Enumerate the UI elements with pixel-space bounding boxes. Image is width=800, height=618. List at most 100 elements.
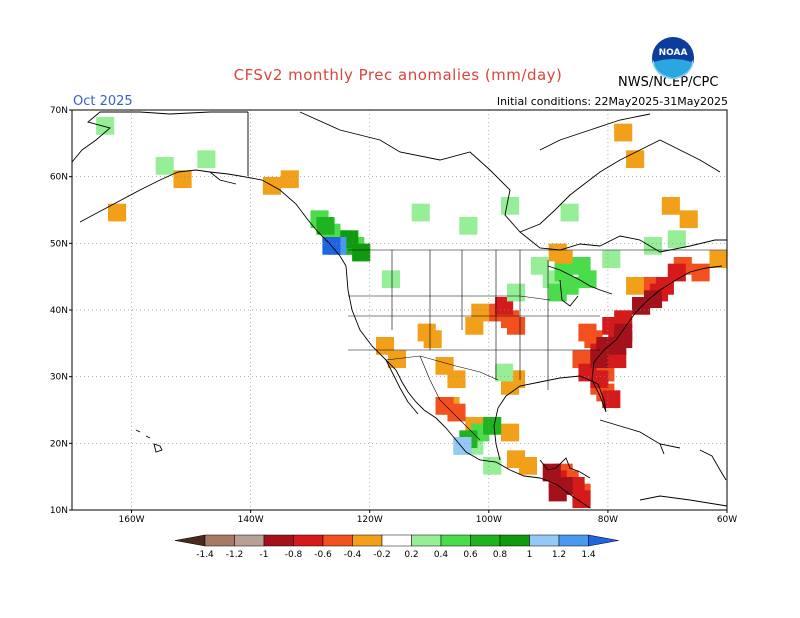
lon-label: 60W (717, 515, 737, 525)
anomaly-cell-neg_0_6 (602, 390, 621, 409)
anomaly-cell-pos_0_2 (411, 203, 430, 222)
anomaly-cell-neg_0_2 (626, 277, 645, 295)
anomaly-cell-neg_0_8 (596, 337, 615, 355)
anomaly-cell-pos_0_2 (155, 157, 174, 175)
map-title: CFSv2 monthly Prec anomalies (mm/day) (233, 66, 563, 84)
anomaly-cell-neg_0_6 (572, 490, 591, 509)
anomaly-cell-neg_0_2 (465, 317, 484, 335)
anomaly-cell-pos_0_2 (560, 203, 579, 222)
anomaly-cell-neg_0_2 (548, 243, 567, 262)
colorbar-label: -1 (260, 550, 269, 560)
anomaly-cell-neg_0_6 (590, 370, 609, 389)
lat-label: 20N (50, 439, 68, 449)
colorbar: -1.4 -1.2 -1 -0.8 -0.6 -0.4 -0.2 0.2 0.4 0.6 0.8 1 1… (174, 534, 619, 560)
forecast-month: Oct 2025 (73, 94, 133, 109)
anomaly-cell-pos_0_6 (316, 217, 335, 235)
colorbar-swatch (352, 534, 383, 547)
colorbar-label: -0.4 (344, 550, 362, 560)
anomaly-cell-pos_1 (453, 437, 472, 455)
lon-label: 120W (357, 515, 383, 525)
agency-label: NWS/NCEP/CPC (618, 75, 719, 90)
anomaly-cell-pos_0_2 (506, 283, 526, 302)
anomaly-cell-neg_0_6 (667, 263, 686, 282)
anomaly-cell-neg_0_2 (280, 170, 299, 189)
anomaly-cell-neg_0_2 (518, 457, 537, 475)
colorbar-swatch (470, 534, 501, 547)
colorbar-right-arrow (588, 534, 619, 547)
anomaly-cell-neg_0_8 (643, 290, 663, 309)
anomaly-cell-neg_0_4 (691, 263, 710, 282)
colorbar-swatch (381, 534, 412, 547)
colorbar-label: 1 (527, 550, 533, 560)
anomaly-cell-pos_0_2 (381, 270, 401, 289)
colorbar-swatch (440, 534, 471, 547)
anomaly-cell-neg_0_2 (661, 197, 680, 215)
colorbar-label: -1.2 (226, 550, 244, 560)
anomaly-cell-pos_0_4 (572, 257, 591, 275)
colorbar-swatch (234, 534, 265, 547)
colorbar-label: 0.4 (434, 550, 449, 560)
lat-label: 40N (50, 306, 68, 316)
colorbar-swatch (204, 534, 235, 547)
anomaly-cell-pos_0_2 (96, 117, 115, 135)
lon-label: 80W (598, 515, 618, 525)
colorbar-label: 1.4 (581, 550, 596, 560)
anomaly-cell-pos_0_2 (483, 457, 502, 475)
anomaly-cell-pos_0_2 (501, 197, 520, 215)
colorbar-label: -0.6 (314, 550, 332, 560)
anomaly-cells (96, 117, 728, 509)
anomaly-cell-pos_0_4 (548, 283, 567, 302)
colorbar-swatch (558, 534, 589, 547)
map-graticule (72, 110, 727, 510)
lat-label: 30N (50, 373, 68, 383)
anomaly-cell-pos_0_4 (578, 270, 597, 289)
colorbar-label: 0.2 (404, 550, 418, 560)
lat-label: 60N (50, 173, 68, 183)
initial-conditions: Initial conditions: 22May2025-31May2025 (496, 95, 728, 108)
longitude-labels: 160W 140W 120W 100W 80W 60W (119, 510, 737, 525)
anomaly-cell-neg_0_2 (679, 210, 698, 229)
colorbar-swatch (263, 534, 294, 547)
colorbar-left-arrow (174, 534, 206, 547)
anomaly-cell-neg_0_2 (423, 330, 442, 349)
coastlines (71, 111, 728, 509)
anomaly-cell-pos_0_2 (667, 230, 686, 249)
anomaly-cell-neg_0_2 (108, 203, 127, 222)
anomaly-cell-neg_0_2 (626, 150, 645, 169)
anomaly-cell-neg_0_2 (387, 350, 406, 369)
anomaly-cell-pos_0_2 (197, 150, 216, 169)
anomaly-cell-neg_0_2 (614, 123, 633, 142)
anomaly-cell-neg_0_8 (548, 483, 567, 502)
lon-label: 100W (476, 515, 502, 525)
colorbar-label: -0.2 (373, 550, 391, 560)
colorbar-swatch (499, 534, 530, 547)
colorbar-swatch (529, 534, 560, 547)
anomaly-cell-neg_0_4 (506, 317, 526, 335)
noaa-logo-icon: NOAA (652, 37, 694, 79)
anomaly-cell-neg_0_4 (447, 403, 466, 422)
anomaly-cell-neg_0_8 (590, 350, 609, 369)
anomaly-cell-pos_0_2 (602, 250, 621, 269)
anomaly-cell-pos_0_2 (459, 217, 478, 235)
anomaly-cell-neg_0_2 (501, 423, 520, 442)
colorbar-swatch (322, 534, 353, 547)
lon-label: 140W (238, 515, 264, 525)
anomaly-cell-neg_0_4 (572, 350, 591, 369)
colorbar-label: 0.6 (463, 550, 478, 560)
lat-label: 70N (50, 106, 68, 116)
lon-label: 160W (119, 515, 145, 525)
anomaly-cell-pos_0_2 (495, 363, 514, 382)
anomaly-cell-neg_0_2 (173, 170, 192, 189)
anomaly-cell-pos_0_6 (483, 417, 502, 435)
latitude-labels: 70N 60N 50N 40N 30N 20N 10N (50, 106, 72, 516)
noaa-logo-text: NOAA (659, 48, 688, 58)
anomaly-cell-neg_0_6 (608, 350, 627, 369)
colorbar-label: -0.8 (285, 550, 303, 560)
anomaly-cell-pos_0_4 (554, 263, 573, 282)
anomaly-cell-pos_0_8 (352, 243, 371, 262)
colorbar-label: 1.2 (552, 550, 566, 560)
colorbar-swatch (293, 534, 324, 547)
lat-label: 50N (50, 239, 68, 249)
anomaly-cell-pos_0_2 (530, 257, 549, 275)
